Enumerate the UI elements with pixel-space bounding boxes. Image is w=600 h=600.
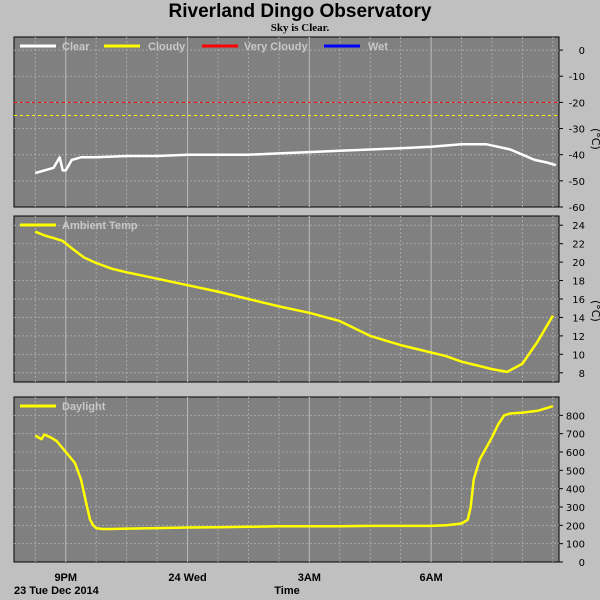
legend-label-very-cloudy: Very Cloudy [244, 41, 308, 53]
sky-lines [34, 142, 557, 175]
sky-y-unit: (°C) [589, 128, 600, 150]
legend-label-clear: Clear [62, 41, 90, 53]
y-tick-label: 10 [572, 350, 585, 361]
daylight-legend: Daylight [20, 401, 106, 413]
sky-thresholds [14, 101, 559, 116]
x-axis-start-date: 23 Tue Dec 2014 [14, 585, 100, 597]
ambient-temp-panel: 24 22 20 18 16 14 12 10 8 Ambient Temp (°C) [13, 215, 600, 383]
ambient-grid [14, 216, 559, 382]
y-tick-label: -60 [569, 203, 585, 214]
sky-y-ticks: 0 -10 -20 -30 -40 -50 -60 [559, 46, 585, 214]
legend-label-daylight: Daylight [62, 401, 106, 413]
y-tick-label: -10 [569, 72, 585, 83]
sky-panel-background [13, 36, 560, 208]
y-tick-label: 200 [566, 521, 585, 532]
legend-label-ambient-temp: Ambient Temp [62, 220, 138, 232]
y-tick-label: 20 [572, 258, 585, 269]
y-tick-label: 16 [572, 295, 585, 306]
y-tick-label: 0 [579, 558, 585, 569]
legend-label-wet: Wet [368, 41, 388, 53]
x-tick-label: 24 Wed [168, 572, 206, 584]
y-tick-label: 14 [572, 313, 585, 324]
y-tick-label: -40 [569, 151, 585, 162]
x-tick-label: 9PM [54, 572, 77, 584]
y-tick-label: 700 [566, 430, 585, 441]
y-tick-label: 24 [572, 221, 585, 232]
x-tick-label: 6AM [420, 572, 443, 584]
y-tick-label: -30 [569, 125, 585, 136]
sky-temp-panel: 0 -10 -20 -30 -40 -50 -60 Clear Cloudy Very Cl… [13, 36, 600, 214]
sky-legend: Clear Cloudy Very Cloudy Wet [20, 41, 388, 53]
y-tick-label: 0 [579, 46, 585, 57]
y-tick-label: 12 [572, 332, 585, 343]
x-axis-label: Time [274, 585, 299, 597]
series-line [34, 230, 554, 374]
y-tick-label: 600 [566, 448, 585, 459]
y-tick-label: 8 [579, 369, 585, 380]
series-line [34, 405, 554, 531]
y-tick-label: 18 [572, 277, 585, 288]
y-tick-label: 400 [566, 485, 585, 496]
y-tick-label: 300 [566, 503, 585, 514]
daylight-panel: 800 700 600 500 400 300 200 100 0 Daylight [13, 396, 585, 569]
sky-status: Sky is Clear. [270, 22, 330, 34]
ambient-legend: Ambient Temp [20, 220, 138, 232]
y-tick-label: 500 [566, 466, 585, 477]
y-tick-label: -50 [569, 177, 585, 188]
legend-label-cloudy: Cloudy [148, 41, 186, 53]
daylight-y-ticks: 800 700 600 500 400 300 200 100 0 [559, 411, 585, 569]
y-tick-label: 800 [566, 411, 585, 422]
y-tick-label: -20 [569, 98, 585, 109]
daylight-panel-background [13, 396, 560, 563]
y-tick-label: 100 [566, 540, 585, 551]
ambient-lines [34, 230, 554, 374]
y-tick-label: 22 [572, 240, 585, 251]
ambient-y-unit: (°C) [589, 300, 600, 322]
daylight-lines [34, 405, 554, 531]
x-tick-label: 3AM [298, 572, 321, 584]
series-line [34, 142, 557, 175]
ambient-y-ticks: 24 22 20 18 16 14 12 10 8 [559, 221, 585, 380]
page-title: Riverland Dingo Observatory [168, 1, 432, 22]
x-axis-ticks: 9PM 24 Wed 3AM 6AM [54, 572, 442, 584]
